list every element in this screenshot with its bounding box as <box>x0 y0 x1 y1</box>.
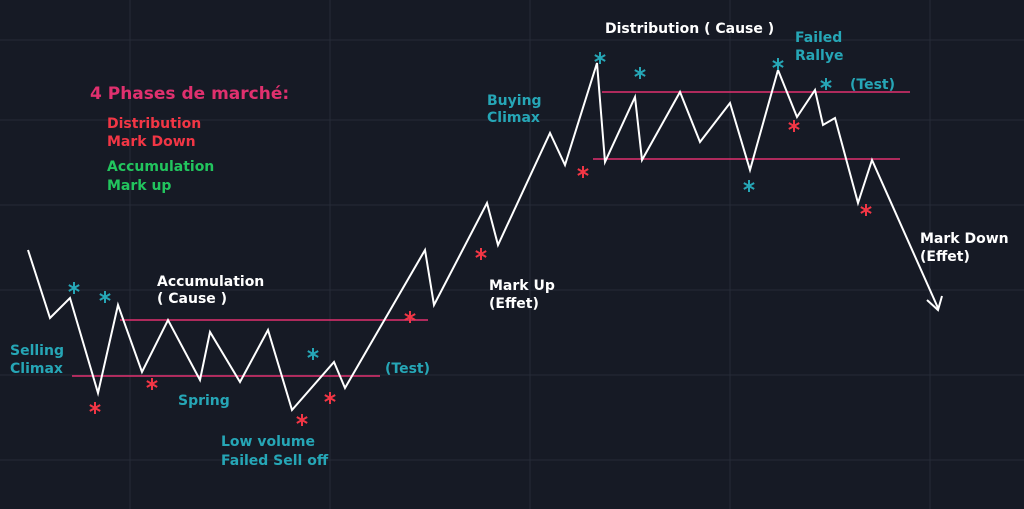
asterisk <box>68 282 80 294</box>
legend-item: Mark up <box>107 178 171 194</box>
legend-item: Mark Down <box>107 134 196 150</box>
legend-title: 4 Phases de marché: <box>90 84 289 104</box>
label: ( Cause ) <box>157 291 227 307</box>
asterisk <box>324 392 336 404</box>
label: Rallye <box>795 48 843 64</box>
label: Climax <box>10 361 63 377</box>
legend-item: Distribution <box>107 116 201 132</box>
label: (Effet) <box>489 296 539 312</box>
legend-item: Accumulation <box>107 159 214 175</box>
label: Mark Down <box>920 231 1009 247</box>
price-path <box>27 62 939 413</box>
asterisk <box>860 204 872 216</box>
asterisk <box>99 291 111 303</box>
asterisk <box>404 311 416 323</box>
asterisk <box>820 78 832 90</box>
label: Distribution ( Cause ) <box>605 21 774 37</box>
asterisk <box>743 180 755 192</box>
asterisk <box>307 348 319 360</box>
label: (Effet) <box>920 249 970 265</box>
label: Buying <box>487 93 542 109</box>
asterisk <box>594 52 606 64</box>
label: Selling <box>10 343 64 359</box>
label: Accumulation <box>157 274 264 290</box>
asterisk <box>475 248 487 260</box>
markers <box>68 52 872 426</box>
asterisk <box>788 120 800 132</box>
asterisk <box>296 414 308 426</box>
label: (Test) <box>850 77 895 93</box>
arrow-head <box>926 295 943 312</box>
label: (Test) <box>385 361 430 377</box>
asterisk <box>577 166 589 178</box>
label: Climax <box>487 110 540 126</box>
label: Low volume <box>221 434 315 450</box>
asterisk <box>146 378 158 390</box>
label: Failed Sell off <box>221 453 329 469</box>
label: Mark Up <box>489 278 555 294</box>
asterisk <box>89 402 101 414</box>
label: Failed <box>795 30 842 46</box>
asterisk <box>634 67 646 79</box>
asterisk <box>772 58 784 70</box>
label: Spring <box>178 393 230 409</box>
